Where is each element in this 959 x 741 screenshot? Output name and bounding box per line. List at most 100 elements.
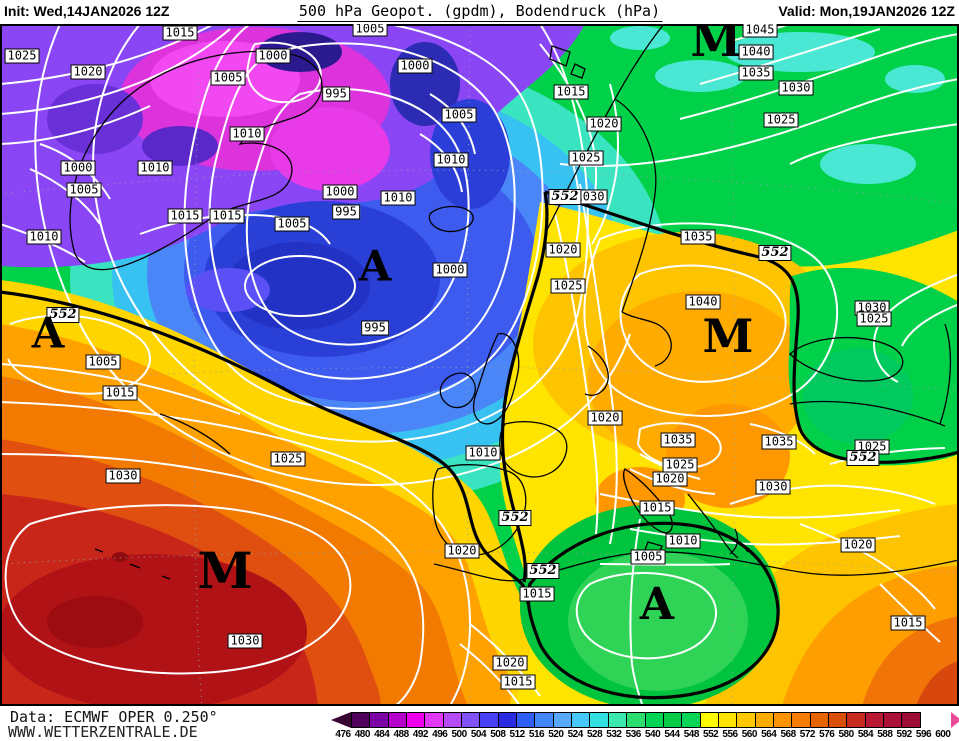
pressure-label: 1005 [85, 354, 121, 370]
pressure-label: 1000 [255, 48, 291, 64]
map-header: Init: Wed,14JAN2026 12Z 500 hPa Geopot. … [0, 0, 959, 24]
pressure-label: 1035 [660, 432, 696, 448]
pressure-label: 1005 [210, 70, 246, 86]
scale-tick: 564 [761, 729, 777, 740]
scale-tick: 548 [683, 729, 700, 740]
pressure-label: 1030 [755, 479, 791, 495]
scale-segment [864, 712, 884, 728]
scale-tick: 496 [432, 729, 448, 740]
pressure-label: 1010 [229, 126, 265, 142]
pressure-label: 1000 [432, 262, 468, 278]
scale-segment [534, 712, 554, 728]
scale-tick: 544 [664, 729, 680, 740]
scale-segment [442, 712, 463, 728]
scale-tick: 492 [412, 729, 429, 740]
height-label-552: 552 [46, 307, 80, 323]
scale-tick: 592 [896, 729, 913, 740]
pressure-label: 1030 [778, 80, 814, 96]
pressure-label: 1015 [209, 208, 245, 224]
scale-segment [406, 712, 426, 728]
scale-segment [846, 712, 866, 728]
pressure-label: 1030 [227, 633, 263, 649]
pressure-label: 1015 [102, 385, 138, 401]
pressure-label: 1025 [270, 451, 306, 467]
scale-segment [901, 712, 921, 728]
pressure-label: 1000 [397, 58, 433, 74]
pressure-label: 1020 [840, 537, 876, 553]
height-552-contour [0, 190, 959, 700]
pressure-label: 1035 [761, 434, 797, 450]
pressure-label: 1020 [652, 471, 688, 487]
scale-left-arrow [331, 712, 351, 728]
pressure-label: 1005 [441, 107, 477, 123]
pressure-label: 1035 [680, 229, 716, 245]
scale-tick: 576 [819, 729, 835, 740]
scale-tick: 508 [490, 729, 506, 740]
pressure-center-letter: A [31, 308, 65, 358]
scale-tick: 560 [741, 729, 758, 740]
pressure-label: 1000 [322, 184, 358, 200]
map-labels-layer: 1015 1025 1020 1000 1005 1010 1005 1000 995 1005 1… [0, 24, 959, 706]
scale-segment [351, 712, 371, 728]
scale-tick: 588 [877, 729, 893, 740]
pressure-label: 1010 [137, 160, 173, 176]
scale-tick: 504 [470, 729, 487, 740]
map-footer: Data: ECMWF OPER 0.250° WWW.WETTERZENTRA… [0, 706, 959, 741]
pressure-label: 1020 [586, 116, 622, 132]
height-label-552: 552 [846, 450, 880, 466]
scale-tick: 580 [838, 729, 855, 740]
scale-tick: 528 [586, 729, 603, 740]
pressure-label: 1000 [60, 160, 96, 176]
pressure-label: 995 [361, 320, 389, 336]
scale-tick: 520 [548, 729, 564, 740]
scale-segment [626, 712, 646, 728]
pressure-center-letter: M [690, 24, 742, 68]
pressure-label: 1040 [738, 44, 774, 60]
scale-segment [699, 712, 719, 728]
scale-segment [791, 712, 811, 728]
pressure-label: 1015 [500, 674, 536, 690]
geopotential-field [0, 24, 959, 706]
scale-segment [461, 712, 481, 728]
pressure-label: 1025 [568, 150, 604, 166]
scale-segment [369, 712, 389, 728]
scale-tick: 476 [335, 729, 351, 740]
scale-tick: 524 [567, 729, 584, 740]
pressure-label: 1045 [742, 24, 778, 38]
pressure-label: 1015 [162, 25, 198, 41]
scale-tick: 512 [509, 729, 526, 740]
scale-tick: 568 [780, 729, 796, 740]
pressure-center-letter: A [639, 579, 675, 631]
pressure-label: 1035 [738, 65, 774, 81]
pressure-label: 1005 [352, 24, 388, 37]
graticule-lines [0, 24, 959, 706]
pressure-center-letter: M [702, 309, 754, 364]
pressure-label: 1005 [630, 549, 666, 565]
pressure-label: 1010 [433, 152, 469, 168]
pressure-label: 1020 [70, 64, 106, 80]
pressure-label: 1025 [550, 278, 586, 294]
scale-tick: 540 [645, 729, 661, 740]
scale-tick: 488 [393, 729, 409, 740]
height-label-552: 552 [758, 245, 792, 261]
weather-map: 1015 1025 1020 1000 1005 1010 1005 1000 995 1005 1… [0, 24, 959, 706]
pressure-label: 1025 [4, 48, 40, 64]
scale-tick: 532 [606, 729, 622, 740]
pressure-label: 1010 [26, 229, 62, 245]
pressure-label: 1015 [553, 84, 589, 100]
init-time-label: Init: Wed,14JAN2026 12Z [4, 3, 170, 19]
pressure-label: 1025 [856, 311, 892, 327]
scale-segment [589, 712, 609, 728]
scale-tick: 556 [722, 729, 738, 740]
pressure-label: 1040 [685, 294, 721, 310]
scale-segment [882, 712, 903, 728]
scale-segment [607, 712, 628, 728]
scale-tick: 484 [374, 729, 390, 740]
pressure-label: 1010 [380, 190, 416, 206]
scale-tick: 536 [625, 729, 642, 740]
scale-tick: 552 [703, 729, 719, 740]
pressure-label: 1010 [665, 533, 701, 549]
scale-segment [479, 712, 499, 728]
pressure-label: 1030 [105, 468, 141, 484]
scale-segment [552, 712, 573, 728]
